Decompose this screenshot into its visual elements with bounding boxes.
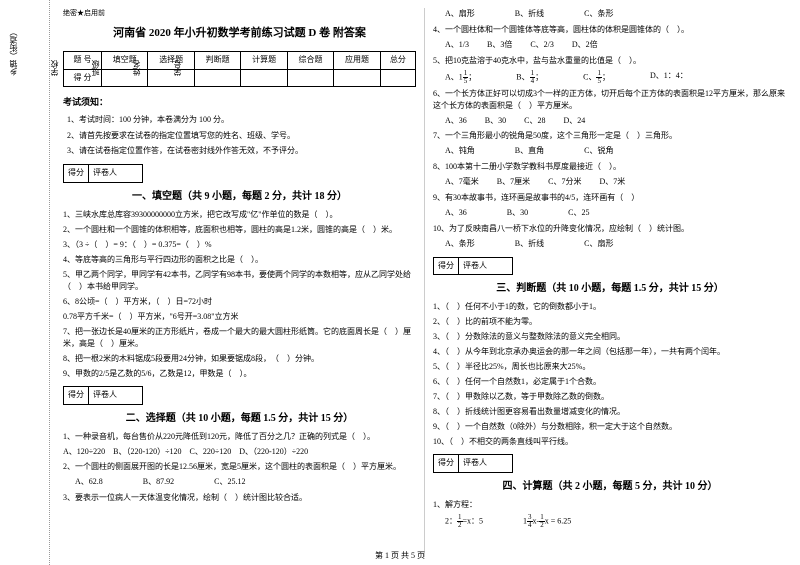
secret-header: 绝密★启用前 bbox=[63, 8, 416, 19]
question: 4、一个圆柱体和一个圆锥体等底等高，圆柱体的体积是圆锥体的（ ）。 bbox=[433, 24, 787, 36]
section-1-title: 一、填空题（共 9 小题，每题 2 分，共计 18 分） bbox=[63, 189, 416, 205]
question: 8、（ ）折线统计图更容易看出数量增减变化的情况。 bbox=[433, 406, 787, 418]
question: 1、三峡水库总库容39300000000立方米，把它改写成"亿"作单位的数是（ … bbox=[63, 209, 416, 221]
score-box: 得分 评卷人 bbox=[63, 386, 143, 405]
question: 9、甲数的2/5是乙数的5/6，乙数是12，甲数是（ ）。 bbox=[63, 368, 416, 380]
question: 5、甲乙两个同学，甲同学有42本书，乙同学有98本书，要使两个同学的本数相等，应… bbox=[63, 269, 416, 293]
notice-item: 3、请在试卷指定位置作答，在试卷密封线外作答无效，不予评分。 bbox=[67, 145, 416, 158]
question: 2、（ ）比的前项不能为零。 bbox=[433, 316, 787, 328]
question: 3、（3 ÷（ ）= 9：（ ）= 0.375=（ ）% bbox=[63, 239, 416, 251]
question-options: A、36 B、30 C、25 bbox=[445, 207, 787, 220]
notice-list: 1、考试时间：100 分钟，本卷满分为 100 分。 2、请首先按要求在试卷的指… bbox=[63, 114, 416, 158]
question: 7、（ ）甲数除以乙数，等于甲数除乙数的倒数。 bbox=[433, 391, 787, 403]
section-2-title: 二、选择题（共 10 小题，每题 1.5 分，共计 15 分） bbox=[63, 411, 416, 427]
margin-label: 班级 bbox=[90, 20, 101, 84]
question: 1、（ ）任何不小于1的数，它的倒数都小于1。 bbox=[433, 301, 787, 313]
question: 7、一个三角形最小的锐角是50度，这个三角形一定是（ ）三角形。 bbox=[433, 130, 787, 142]
question-options: A、7毫米 B、7厘米 C、7分米 D、7米 bbox=[445, 176, 787, 189]
margin-label: 学号 bbox=[172, 20, 183, 84]
question: 9、（ ）一个自然数（0除外）与分数相除，积一定大于这个自然数。 bbox=[433, 421, 787, 433]
section-3-title: 三、判断题（共 10 小题，每题 1.5 分，共计 15 分） bbox=[433, 281, 787, 297]
question: 6、（ ）任何一个自然数1，必定属于1个合数。 bbox=[433, 376, 787, 388]
equation: 2：12=x：5 bbox=[445, 514, 483, 529]
question: 8、把一根2米的木料锯成5段要用24分钟，如果要锯成8段， （ ）分钟。 bbox=[63, 353, 416, 365]
right-column: A、扇形 B、折线 C、条形 4、一个圆柱体和一个圆锥体等底等高，圆柱体的体积是… bbox=[425, 8, 795, 557]
question: 2、一个圆柱的侧面展开图的长是12.56厘米，宽是5厘米，这个圆柱的表面积是（ … bbox=[63, 461, 416, 473]
margin-label: 乡镇（街道） bbox=[8, 20, 19, 84]
score-box: 得分 评卷人 bbox=[433, 257, 513, 276]
question: 1、一种录音机，每台售价从220元降低到120元，降低了百分之几？正确的列式是（… bbox=[63, 431, 416, 443]
question-options: A、120÷220 B、（220-120）÷120 C、220÷120 D、（2… bbox=[63, 446, 416, 458]
question-options: A、115； B、14； C、15； D、1：4： bbox=[445, 70, 787, 85]
question: 6、8公顷=（ ）平方米，（ ）日=72小时 bbox=[63, 296, 416, 308]
question: 2、一个圆柱和一个圆锥的体积相等，底面积也相等，圆柱的高是1.2米，圆锥的高是（… bbox=[63, 224, 416, 236]
margin-label: 姓名 bbox=[131, 20, 142, 84]
notice-item: 1、考试时间：100 分钟，本卷满分为 100 分。 bbox=[67, 114, 416, 127]
question: 10、为了反映南昌八一桥下水位的升降变化情况，应绘制（ ）统计图。 bbox=[433, 223, 787, 235]
equations: 2：12=x：5 134x-12x = 6.25 bbox=[445, 514, 787, 529]
notice-item: 2、请首先按要求在试卷的指定位置填写您的姓名、班级、学号。 bbox=[67, 130, 416, 143]
score-box: 得分 评卷人 bbox=[433, 454, 513, 473]
question: 0.78平方千米=（ ）平方米，"6号开=3.08"立方米 bbox=[63, 311, 416, 323]
question: 9、有30本故事书，连环画是故事书的4/5，连环画有（ ） bbox=[433, 192, 787, 204]
binding-margin: 学号 姓名 班级 学校 乡镇（街道） bbox=[0, 0, 50, 565]
question: 3、（ ）分数除法的意义与整数除法的意义完全相同。 bbox=[433, 331, 787, 343]
question-options: A、62.8 B、87.92 C、25.12 bbox=[75, 476, 416, 489]
question: 4、（ ）从今年到北京承办奥运会的那一年之间（包括那一年），一共有两个闰年。 bbox=[433, 346, 787, 358]
question: 6、一个长方体正好可以切成3个一样的正方体，切开后每个正方体的表面积是12平方厘… bbox=[433, 88, 787, 112]
page-footer: 第 1 页 共 5 页 bbox=[375, 550, 425, 561]
score-box: 得分 评卷人 bbox=[63, 164, 143, 183]
question: 4、等底等高的三角形与平行四边形的面积之比是（ ）。 bbox=[63, 254, 416, 266]
notice-heading: 考试须知： bbox=[63, 95, 416, 109]
question-options: A、条形 B、折线 C、扇形 bbox=[445, 238, 787, 251]
question-options: A、1/3 B、3倍 C、2/3 D、2倍 bbox=[445, 39, 787, 52]
question: 8、100本第十二册小学数学教科书厚度最接近（ ）。 bbox=[433, 161, 787, 173]
equation: 134x-12x = 6.25 bbox=[523, 514, 571, 529]
question-options: A、钝角 B、直角 C、锐角 bbox=[445, 145, 787, 158]
question: 3、要表示一位病人一天体温变化情况，绘制（ ）统计图比较合适。 bbox=[63, 492, 416, 504]
question: 1、解方程： bbox=[433, 499, 787, 511]
question-options: A、扇形 B、折线 C、条形 bbox=[445, 8, 787, 21]
question: 5、（ ）半径比25%，周长也比原来大25%。 bbox=[433, 361, 787, 373]
section-4-title: 四、计算题（共 2 小题，每题 5 分，共计 10 分） bbox=[433, 479, 787, 495]
question: 5、把10克盐溶于40克水中，盐与盐水重量的比值是（ ）。 bbox=[433, 55, 787, 67]
margin-label: 学校 bbox=[49, 20, 60, 84]
question: 10、（ ）不相交的两条直线叫平行线。 bbox=[433, 436, 787, 448]
question-options: A、36 B、30 C、28 D、24 bbox=[445, 115, 787, 128]
question: 7、把一张边长是40厘米的正方形纸片，卷成一个最大的最大圆柱形纸筒。它的底面周长… bbox=[63, 326, 416, 350]
left-column: 绝密★启用前 河南省 2020 年小升初数学考前练习试题 D 卷 附答案 题 号… bbox=[55, 8, 425, 557]
